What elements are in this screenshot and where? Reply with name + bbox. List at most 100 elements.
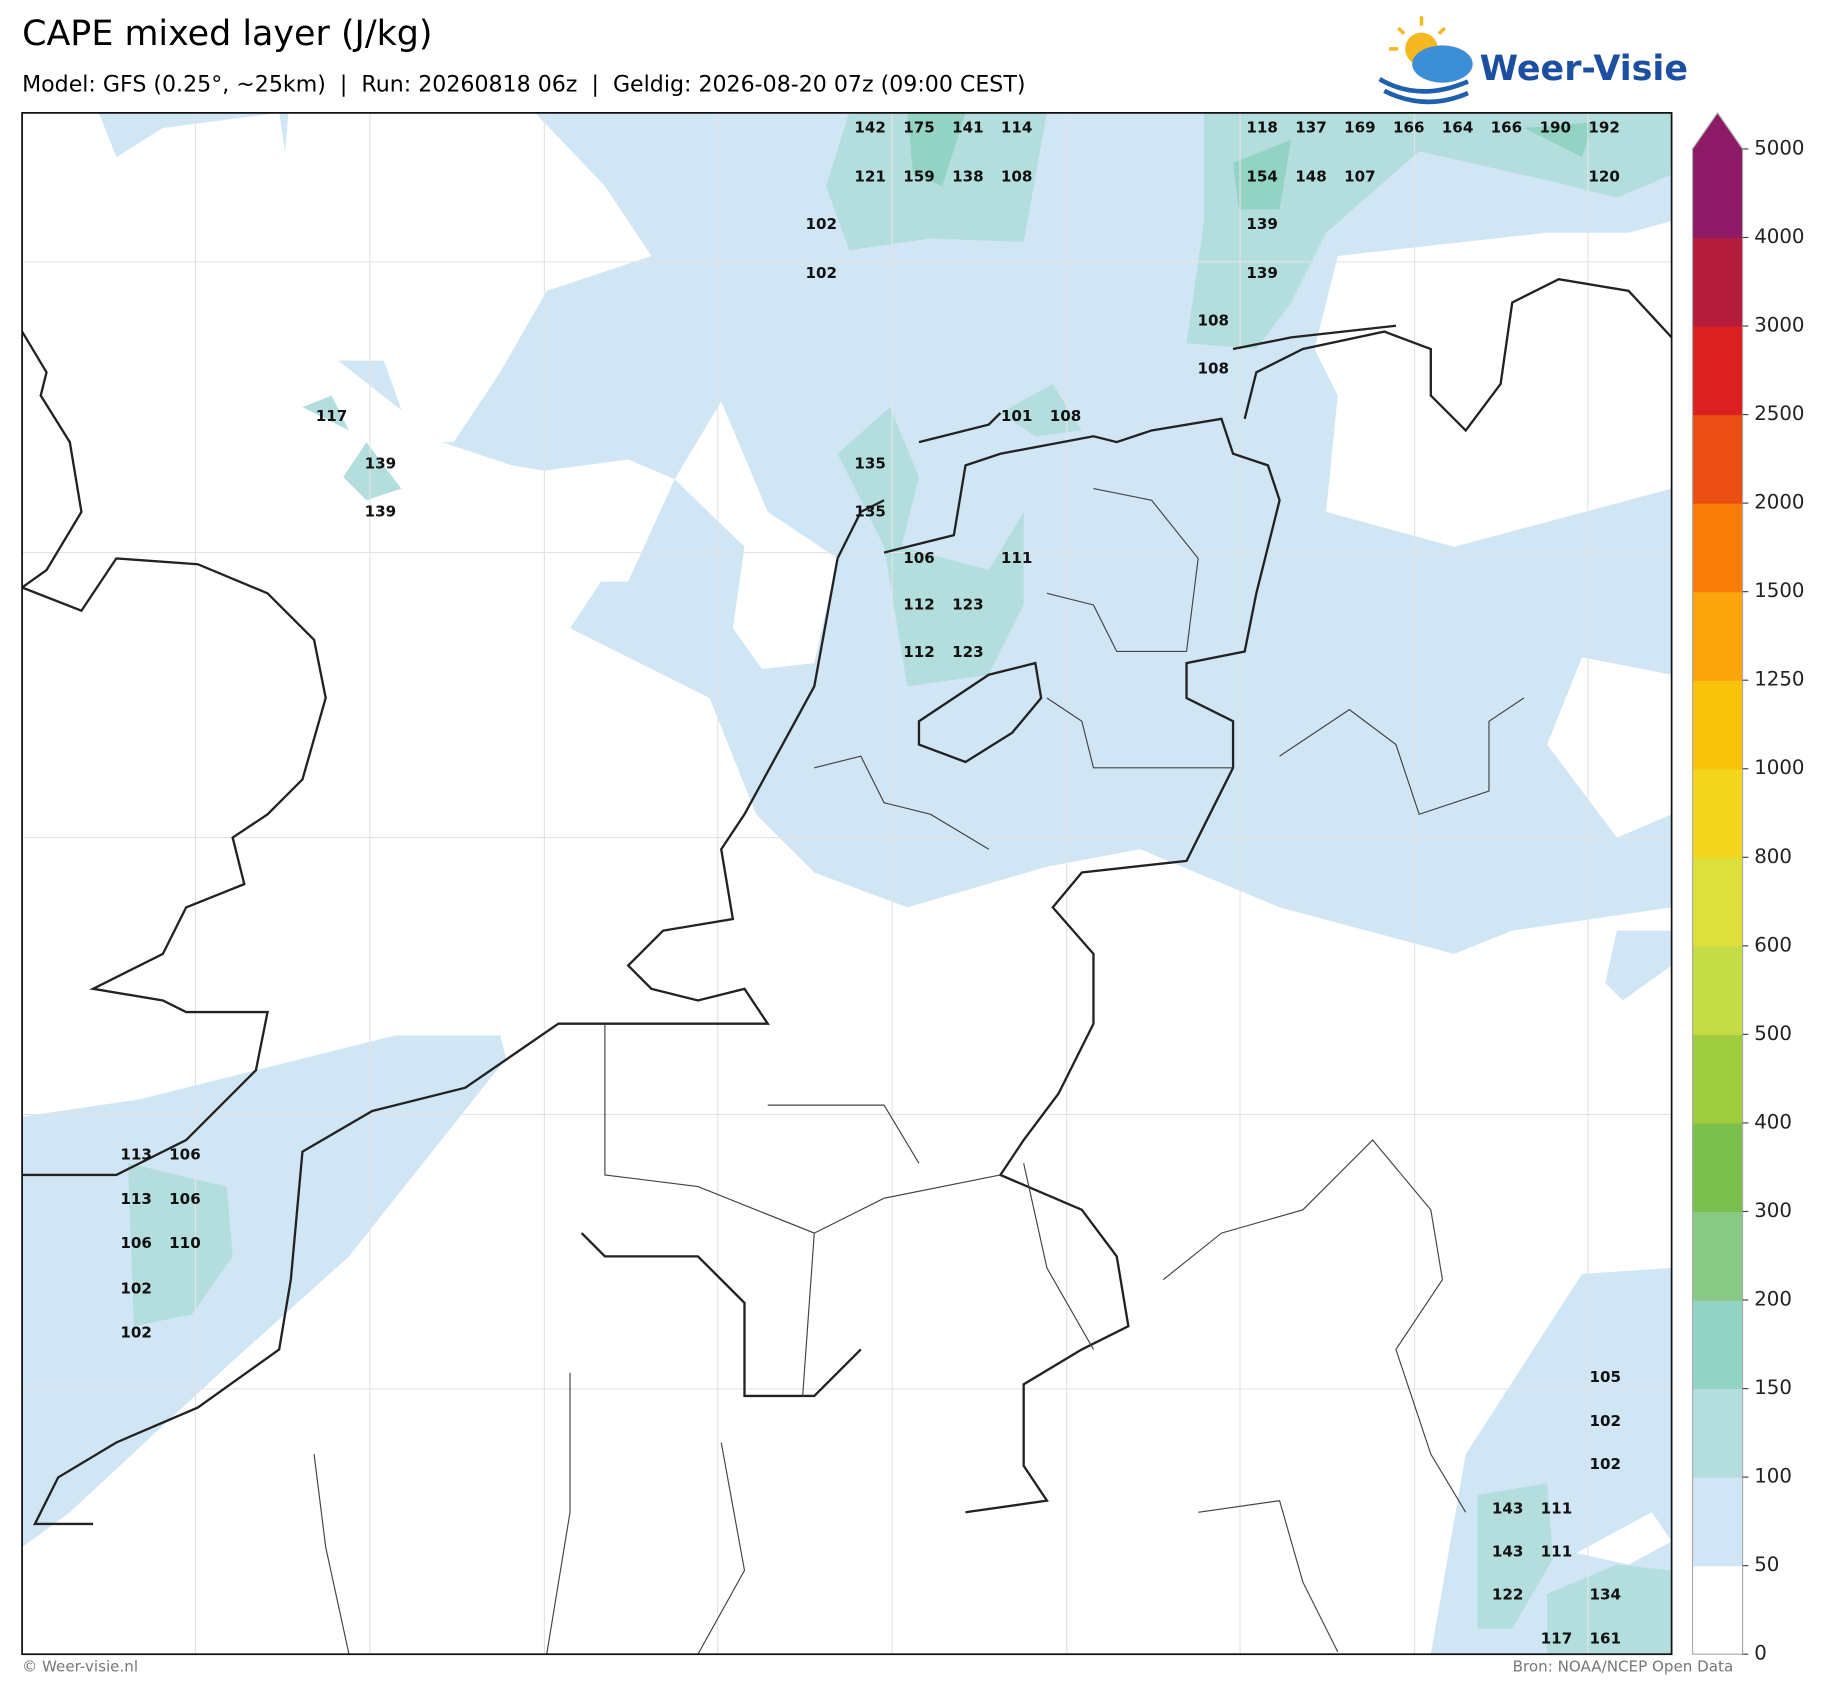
colorbar-tick-label: 400 <box>1754 1110 1792 1133</box>
title: CAPE mixed layer (J/kg) <box>22 14 432 54</box>
map-frame <box>21 112 1673 1656</box>
cape-label: 111 <box>1001 549 1033 567</box>
cape-label: 102 <box>1590 1455 1622 1473</box>
colorbar-band <box>1692 1477 1743 1567</box>
cape-label: 114 <box>1001 119 1033 137</box>
cape-label: 121 <box>854 167 886 185</box>
colorbar-band <box>1692 857 1743 947</box>
cape-label: 108 <box>1050 407 1082 425</box>
colorbar-tick-label: 1250 <box>1754 668 1804 691</box>
cape-label: 123 <box>952 643 984 661</box>
colorbar-band <box>1692 1034 1743 1124</box>
colorbar-tick-label: 200 <box>1754 1288 1792 1311</box>
colorbar-band <box>1692 237 1743 327</box>
logo: Weer-Visie <box>1378 16 1688 105</box>
footer-right: Bron: NOAA/NCEP Open Data <box>1513 1658 1734 1676</box>
cape-label: 142 <box>854 119 886 137</box>
cape-label: 108 <box>1001 167 1033 185</box>
cape-label: 143 <box>1492 1499 1524 1517</box>
colorbar-tick-label: 4000 <box>1754 225 1804 248</box>
colorbar-tick-label: 100 <box>1754 1465 1792 1488</box>
colorbar-tick-label: 50 <box>1754 1553 1779 1576</box>
cape-label: 101 <box>1001 407 1033 425</box>
cape-label: 113 <box>120 1146 152 1164</box>
cape-label: 111 <box>1541 1542 1573 1560</box>
cape-label: 102 <box>1590 1412 1622 1430</box>
colorbar-tick-label: 0 <box>1754 1642 1767 1665</box>
colorbar-extension <box>1692 112 1743 149</box>
cape-label: 102 <box>805 264 837 282</box>
cape-label: 154 <box>1246 167 1278 185</box>
cape-label: 135 <box>854 502 886 520</box>
cape-label: 106 <box>169 1190 201 1208</box>
cape-label: 141 <box>952 119 984 137</box>
cape-label: 117 <box>316 407 348 425</box>
cape-label: 166 <box>1491 119 1523 137</box>
cape-label: 161 <box>1590 1630 1622 1648</box>
footer-left: © Weer-visie.nl <box>22 1658 138 1676</box>
cape-label: 148 <box>1295 167 1327 185</box>
colorbar-tick-label: 2000 <box>1754 491 1804 514</box>
colorbar-tick-label: 1500 <box>1754 579 1804 602</box>
colorbar-tick-label: 500 <box>1754 1022 1792 1045</box>
cape-label: 123 <box>952 595 984 613</box>
cape-label: 192 <box>1588 119 1620 137</box>
cape-label: 108 <box>1198 312 1230 330</box>
colorbar-band <box>1692 591 1743 681</box>
cape-label: 118 <box>1246 119 1278 137</box>
cape-label: 110 <box>169 1234 201 1252</box>
colorbar-band <box>1692 326 1743 416</box>
colorbar-band <box>1692 1211 1743 1301</box>
cape-label: 139 <box>365 455 397 473</box>
cape-label: 137 <box>1295 119 1327 137</box>
cape-label: 120 <box>1588 167 1620 185</box>
colorbar-band <box>1692 503 1743 593</box>
cape-label: 107 <box>1344 167 1376 185</box>
colorbar-tick-label: 300 <box>1754 1199 1792 1222</box>
cape-label: 102 <box>120 1324 152 1342</box>
cape-label: 108 <box>1198 359 1230 377</box>
colorbar-band <box>1692 414 1743 504</box>
cape-label: 112 <box>903 643 935 661</box>
cape-label: 106 <box>903 549 935 567</box>
colorbar-frame <box>1691 111 1744 1655</box>
colorbar-tick-label: 3000 <box>1754 314 1804 337</box>
colorbar-tick-label: 2500 <box>1754 402 1804 425</box>
cape-label: 134 <box>1590 1585 1622 1603</box>
colorbar-band <box>1692 1388 1743 1478</box>
colorbar-tick-label: 150 <box>1754 1376 1792 1399</box>
cape-label: 138 <box>952 167 984 185</box>
colorbar-tick-label: 600 <box>1754 933 1792 956</box>
cape-label: 175 <box>903 119 935 137</box>
cape-label: 102 <box>805 215 837 233</box>
logo-text: Weer-Visie <box>1480 49 1688 89</box>
cape-label: 117 <box>1541 1630 1573 1648</box>
colorbar-band <box>1692 1300 1743 1390</box>
cape-label: 112 <box>903 595 935 613</box>
cape-label: 159 <box>903 167 935 185</box>
cape-label: 106 <box>120 1234 152 1252</box>
cape-label: 164 <box>1442 119 1474 137</box>
cape-label: 122 <box>1492 1585 1524 1603</box>
cape-label: 113 <box>120 1190 152 1208</box>
colorbar-tick-label: 800 <box>1754 845 1792 868</box>
cape-label: 139 <box>1246 215 1278 233</box>
cape-label: 135 <box>854 455 886 473</box>
colorbar-band <box>1692 768 1743 858</box>
cape-label: 166 <box>1393 119 1425 137</box>
map <box>22 112 1672 1655</box>
cape-label: 139 <box>1246 264 1278 282</box>
cape-label: 139 <box>365 502 397 520</box>
cape-label: 169 <box>1344 119 1376 137</box>
cape-label: 190 <box>1540 119 1572 137</box>
colorbar-band <box>1692 148 1743 239</box>
cape-label: 102 <box>120 1279 152 1297</box>
colorbar-band <box>1692 1122 1743 1213</box>
colorbar-band <box>1692 1565 1743 1655</box>
cape-label: 111 <box>1541 1499 1573 1517</box>
colorbar-band <box>1692 680 1743 770</box>
subtitle: Model: GFS (0.25°, ~25km) | Run: 2026081… <box>22 71 1025 97</box>
colorbar-tick-label: 5000 <box>1754 136 1804 159</box>
cape-label: 106 <box>169 1146 201 1164</box>
